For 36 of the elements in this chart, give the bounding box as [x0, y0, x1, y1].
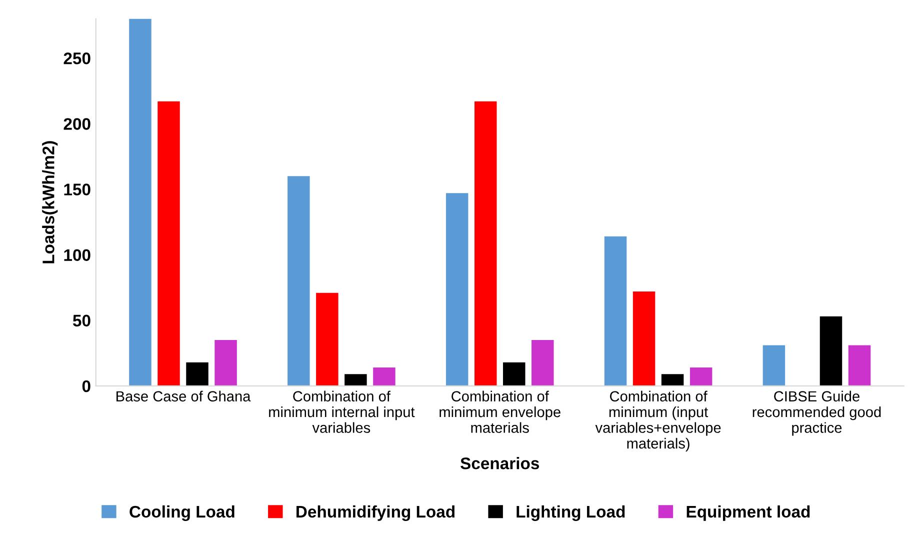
- x-tick-label: Combination of minimum envelope materials: [440, 390, 560, 433]
- x-tick-label: CIBSE Guide recommended good practice: [752, 390, 881, 436]
- legend-label: Cooling Load: [130, 505, 234, 521]
- legend-label: Lighting Load: [516, 505, 625, 521]
- y-tick-label: 0: [82, 380, 90, 392]
- bar: [604, 236, 627, 386]
- x-tick-label: Base Case of Ghana: [116, 390, 251, 402]
- bar: [820, 316, 842, 386]
- bar: [632, 292, 656, 386]
- legend-label: Dehumidifying Load: [296, 505, 454, 521]
- bar: [129, 18, 152, 386]
- bar: [474, 101, 497, 386]
- legend-label: Equipment load: [686, 505, 810, 521]
- bar: [690, 368, 712, 386]
- bar: [661, 374, 684, 386]
- y-tick-label: 50: [72, 314, 90, 327]
- y-tick-label: 250: [64, 52, 90, 64]
- x-tick-label: Combination of minimum (input variables+envelope materials): [595, 390, 721, 452]
- bar: [532, 340, 554, 386]
- bar: [344, 374, 367, 386]
- bar: [446, 193, 468, 386]
- y-tick-label: 100: [64, 249, 90, 261]
- bar: [158, 101, 180, 386]
- bar: [762, 345, 786, 386]
- y-tick-label: 150: [64, 184, 90, 196]
- bar: [316, 292, 338, 386]
- bar: [848, 345, 871, 386]
- bar: [186, 362, 208, 386]
- bar: [214, 340, 237, 386]
- y-axis-title: Loads(kWh/m2): [42, 141, 58, 264]
- x-tick-label: Combination of minimum internal input variables: [269, 390, 415, 433]
- x-axis-title: Scenarios: [460, 457, 540, 470]
- bar: [288, 176, 310, 386]
- bar: [503, 362, 526, 386]
- y-tick-label: 200: [64, 118, 90, 130]
- bar: [373, 368, 396, 386]
